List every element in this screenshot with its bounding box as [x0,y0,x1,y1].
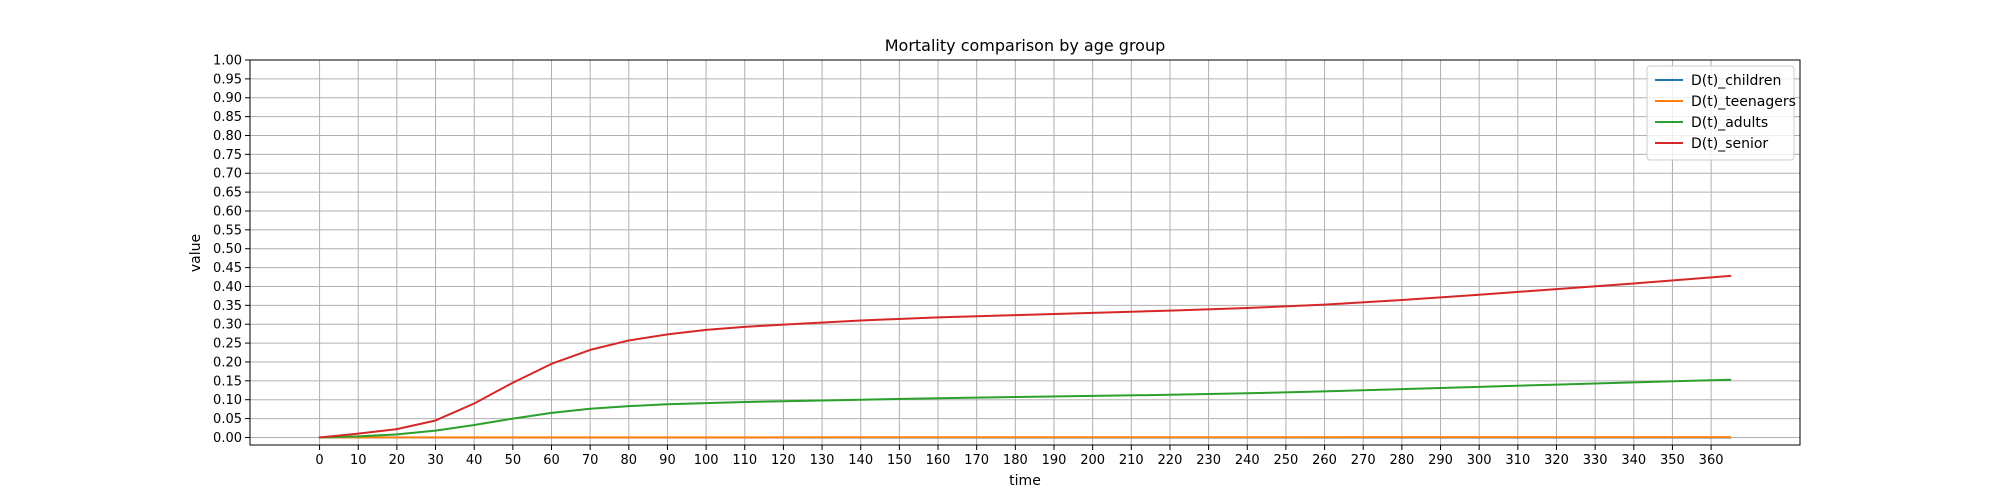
x-tick-label: 20 [389,453,406,468]
x-tick-label: 90 [659,453,676,468]
y-tick-label: 0.25 [213,337,242,352]
y-axis-label: value [188,234,204,272]
x-tick-label: 220 [1158,453,1183,468]
x-tick-label: 130 [810,453,835,468]
x-tick-label: 330 [1583,453,1608,468]
x-tick-label: 30 [427,453,444,468]
x-tick-label: 300 [1467,453,1492,468]
x-tick-label: 150 [887,453,912,468]
y-tick-label: 0.90 [213,91,242,106]
legend: D(t)_children D(t)_teenagers D(t)_adults D(… [1646,65,1796,161]
x-tick-label: 360 [1699,453,1724,468]
x-tick-label: 0 [315,453,323,468]
x-tick-label: 240 [1235,453,1260,468]
legend-entry-label: D(t)_adults [1691,115,1768,131]
y-tick-label: 0.35 [213,299,242,314]
legend-entry-label: D(t)_teenagers [1691,94,1796,110]
x-tick-label: 340 [1621,453,1646,468]
x-tick-label: 230 [1196,453,1221,468]
x-axis-ticks: 0 10 20 30 40 50 60 70 80 90 100 110 120 130 140 150 160… [315,445,1724,468]
y-tick-label: 0.00 [213,431,242,446]
legend-entry-label: D(t)_children [1691,73,1781,89]
series-line-D(t)_senior [318,274,1732,439]
series-line-D(t)_adults [318,378,1732,439]
y-tick-label: 1.00 [213,54,242,69]
x-tick-label: 40 [466,453,483,468]
x-tick-label: 270 [1351,453,1376,468]
x-tick-label: 210 [1119,453,1144,468]
y-tick-label: 0.05 [213,412,242,427]
y-tick-label: 0.40 [213,280,242,295]
y-tick-label: 0.30 [213,318,242,333]
x-tick-label: 200 [1080,453,1105,468]
x-tick-label: 320 [1544,453,1569,468]
series-lines [318,274,1732,439]
x-tick-label: 180 [1003,453,1028,468]
chart-title: Mortality comparison by age group [885,36,1166,55]
x-axis-label: time [1009,473,1041,489]
y-tick-label: 0.60 [213,204,242,219]
plot-frame [249,59,1801,446]
y-tick-label: 0.65 [213,186,242,201]
y-axis-ticks: 0.00 0.05 0.10 0.15 0.20 0.25 0.30 0.35 0.40 0.45… [213,54,250,446]
legend-box [1646,65,1795,161]
x-tick-label: 70 [582,453,599,468]
x-tick-label: 80 [621,453,638,468]
y-tick-label: 0.75 [213,148,242,163]
x-tick-label: 120 [771,453,796,468]
y-tick-label: 0.20 [213,355,242,370]
y-tick-label: 0.45 [213,261,242,276]
y-tick-label: 0.95 [213,72,242,87]
x-tick-label: 250 [1273,453,1298,468]
x-tick-label: 350 [1660,453,1685,468]
y-tick-label: 0.80 [213,129,242,144]
y-tick-label: 0.70 [213,167,242,182]
y-tick-label: 0.50 [213,242,242,257]
x-tick-label: 260 [1312,453,1337,468]
x-tick-label: 160 [926,453,951,468]
x-tick-label: 170 [964,453,989,468]
x-tick-label: 290 [1428,453,1453,468]
x-tick-label: 100 [694,453,719,468]
x-tick-label: 10 [350,453,367,468]
x-tick-label: 50 [505,453,522,468]
x-tick-label: 310 [1505,453,1530,468]
x-tick-label: 140 [848,453,873,468]
x-tick-label: 110 [732,453,757,468]
y-tick-label: 0.10 [213,393,242,408]
y-tick-label: 0.85 [213,110,242,125]
x-tick-label: 190 [1042,453,1067,468]
x-tick-label: 280 [1389,453,1414,468]
y-tick-label: 0.15 [213,374,242,389]
y-tick-label: 0.55 [213,223,242,238]
legend-entry-label: D(t)_senior [1691,136,1768,152]
x-tick-label: 60 [543,453,560,468]
